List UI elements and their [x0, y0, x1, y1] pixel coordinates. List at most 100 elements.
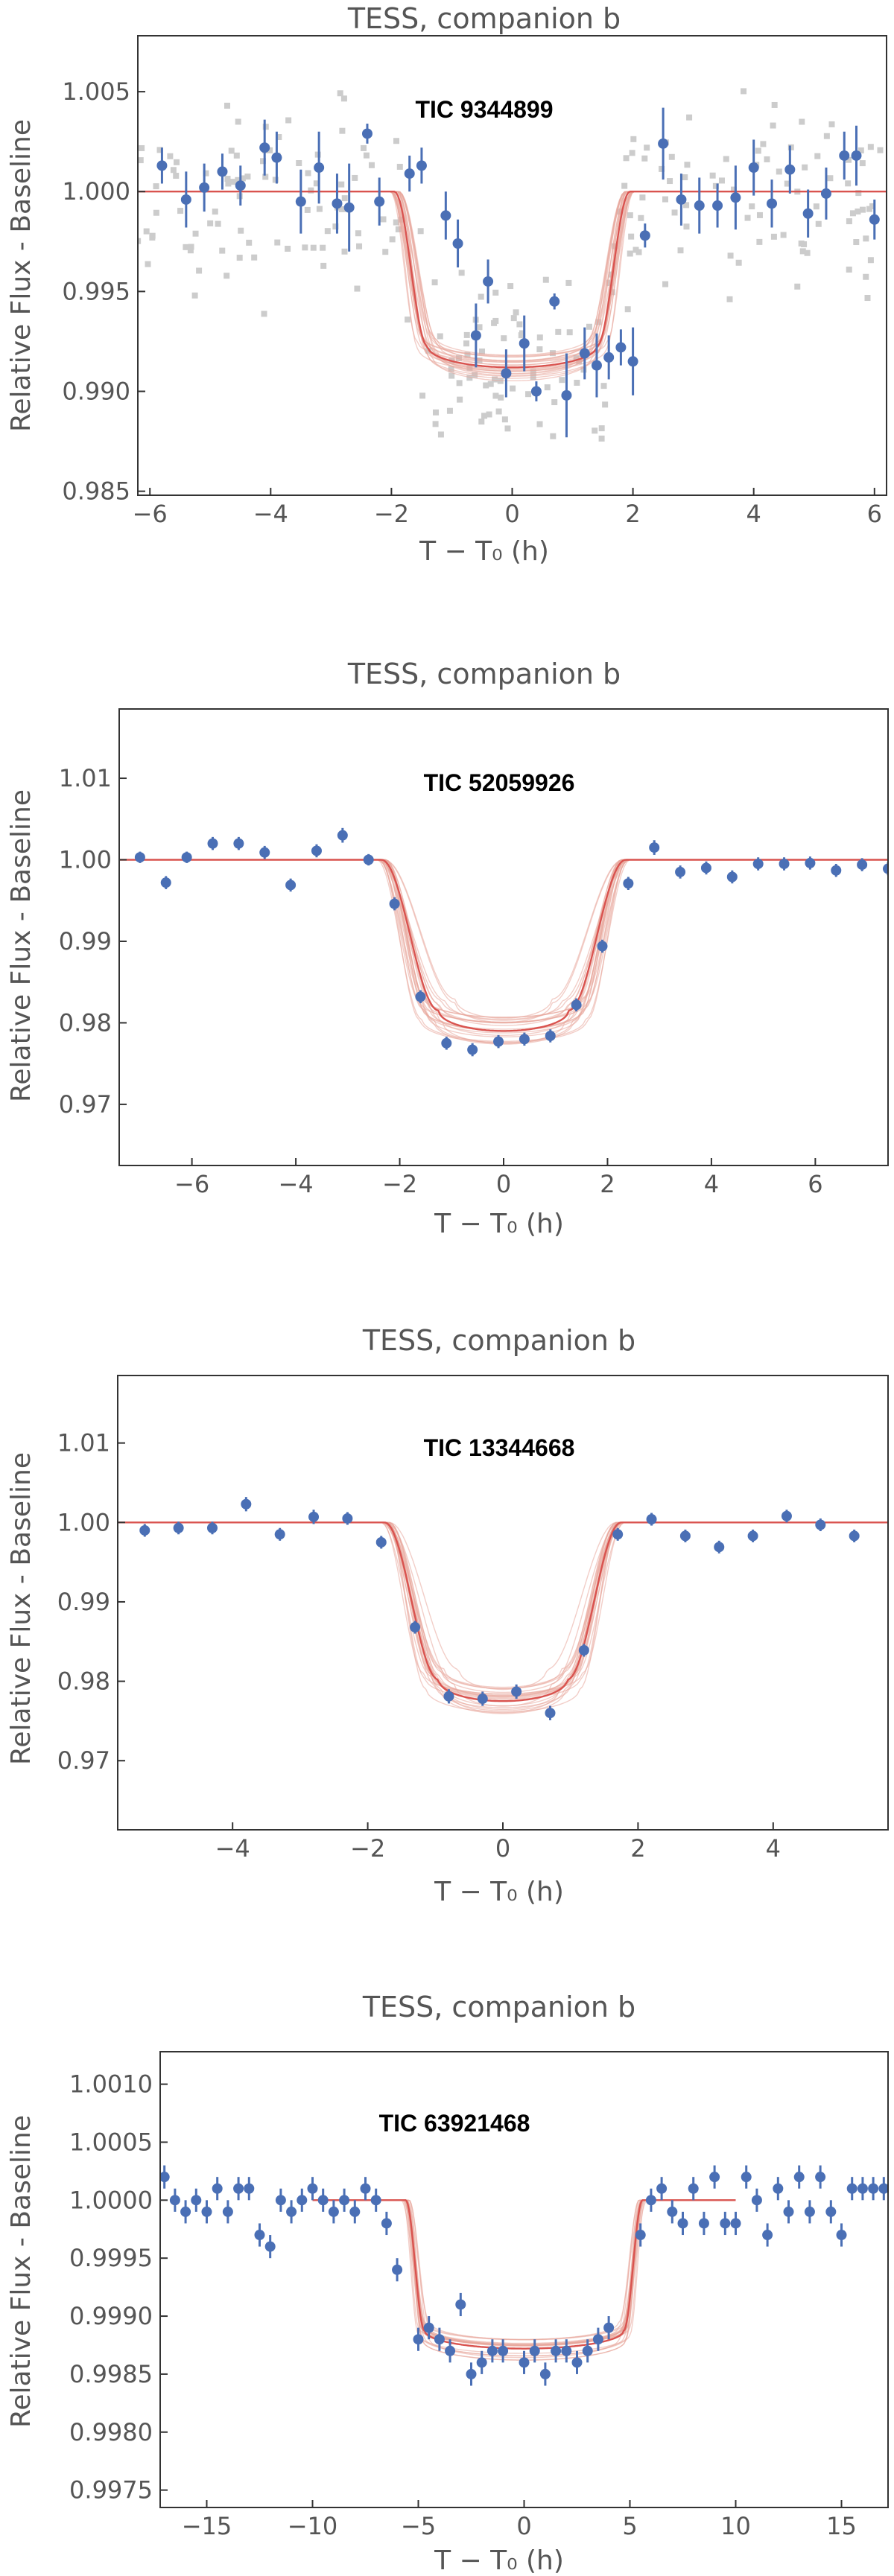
raw-point [855, 190, 862, 197]
raw-point [566, 329, 573, 336]
raw-point [802, 164, 808, 171]
data-point [361, 124, 372, 144]
raw-point [677, 247, 684, 254]
raw-point [229, 179, 236, 185]
point-marker [781, 1510, 792, 1521]
point-marker [802, 208, 814, 219]
chart-2-annotation: TIC 52059926 [424, 769, 575, 796]
y-tick-label: 0.97 [57, 1746, 110, 1775]
raw-point [498, 394, 504, 401]
data-point [868, 2177, 879, 2201]
raw-point [598, 435, 605, 442]
raw-point [683, 202, 690, 209]
point-marker [783, 2206, 794, 2217]
data-point [751, 2188, 762, 2212]
x-tick-label: −4 [278, 1170, 313, 1198]
data-point [519, 1032, 530, 1046]
chart-panel-3: TESS, companion b Relative Flux - Baseli… [0, 1322, 894, 1918]
data-point [676, 174, 687, 226]
model-sample-line [118, 1521, 888, 1707]
chart-1-svg: TESS, companion b Relative Flux - Baseli… [6, 2, 887, 567]
point-marker [233, 838, 244, 849]
model-sample-line [138, 191, 887, 358]
raw-point [395, 226, 402, 232]
raw-point [188, 244, 194, 250]
point-marker [773, 2183, 784, 2194]
raw-point [486, 411, 492, 418]
point-marker [578, 1644, 589, 1656]
point-marker [825, 2206, 837, 2217]
point-marker [878, 2183, 888, 2194]
y-tick-label: 1.01 [59, 764, 112, 792]
data-point [173, 1521, 184, 1535]
data-point [134, 851, 145, 863]
model-sample-line [138, 191, 887, 370]
point-marker [712, 200, 723, 212]
model-sample-line [119, 859, 888, 1023]
model-sample-line [118, 1521, 888, 1697]
raw-point [565, 279, 572, 286]
raw-points [138, 88, 884, 442]
point-marker [551, 2345, 562, 2356]
raw-point [363, 152, 370, 159]
chart-3-title: TESS, companion b [362, 1324, 635, 1357]
raw-point [853, 239, 860, 246]
raw-point [228, 147, 235, 154]
model-sample-line [119, 859, 888, 1024]
raw-point [239, 175, 246, 182]
data-point [851, 125, 862, 186]
raw-point [682, 174, 688, 181]
model-sample-line [118, 1521, 888, 1708]
point-marker [264, 2241, 276, 2252]
model-sample-line [119, 859, 888, 1031]
model-sample-line [119, 859, 888, 1031]
point-marker [519, 2357, 530, 2368]
model-line [119, 859, 888, 1032]
raw-point [813, 203, 820, 210]
raw-point [274, 239, 281, 246]
x-tick-label: 0 [504, 500, 519, 528]
raw-point [340, 95, 347, 102]
point-marker [591, 360, 602, 371]
chart-2-ylabel: Relative Flux - Baseline [6, 789, 37, 1102]
data-point [201, 2200, 212, 2224]
point-marker [139, 1524, 150, 1536]
model-sample-line [119, 859, 888, 1045]
data-point [191, 2188, 202, 2212]
data-points [160, 2165, 888, 2386]
raw-point [760, 141, 767, 147]
x-tick-label: −5 [401, 2512, 436, 2540]
y-tick-label: 0.9990 [69, 2302, 153, 2330]
model-sample-line [138, 191, 887, 357]
raw-point [510, 385, 516, 392]
raw-point [419, 392, 426, 399]
point-marker [440, 210, 451, 221]
raw-point [448, 372, 455, 379]
data-point [571, 2350, 583, 2374]
data-point [561, 2339, 572, 2363]
raw-point [337, 90, 343, 97]
raw-point [352, 174, 358, 181]
data-point [445, 2339, 456, 2363]
model-sample-line [138, 191, 887, 361]
point-marker [645, 2195, 656, 2206]
model-sample-line [118, 1521, 888, 1700]
x-tick-label: −2 [350, 1834, 385, 1863]
point-marker [493, 1036, 504, 1047]
data-point [233, 2177, 244, 2201]
chart-4-ylabel: Relative Flux - Baseline [6, 2115, 37, 2428]
data-point [339, 2188, 350, 2212]
point-marker [597, 941, 608, 952]
point-marker [658, 138, 669, 149]
model-sample-line [119, 859, 888, 1043]
data-point [591, 333, 602, 398]
point-marker [561, 2345, 572, 2356]
raw-point [308, 187, 314, 194]
raw-point [173, 172, 180, 179]
model-sample-line [118, 1521, 888, 1695]
raw-point [638, 214, 644, 221]
raw-point [310, 244, 317, 251]
data-point [726, 870, 738, 884]
data-point [700, 861, 711, 875]
data-point [342, 1512, 353, 1525]
